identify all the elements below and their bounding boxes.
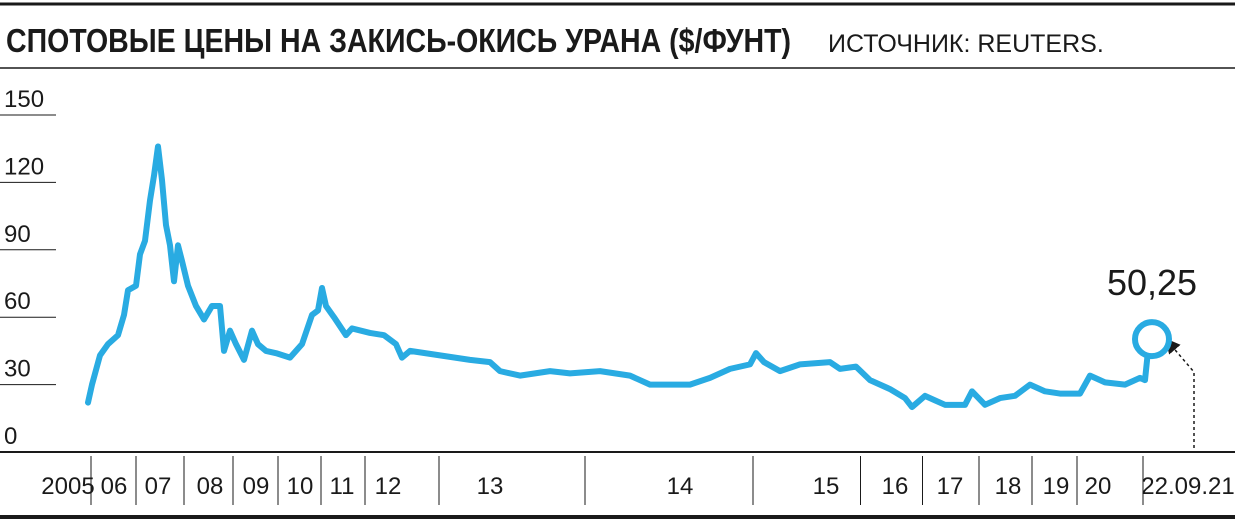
y-tick-label: 0 xyxy=(4,423,17,450)
source: ИСТОЧНИК: REUTERS. xyxy=(828,30,1104,58)
y-tick-label: 60 xyxy=(4,288,31,315)
x-tick-label: 08 xyxy=(197,473,224,500)
x-tick-label: 07 xyxy=(145,473,172,500)
x-tick-label: 11 xyxy=(330,473,355,500)
last-point xyxy=(1132,319,1172,360)
x-tick-label: 10 xyxy=(287,473,314,500)
chart-title: СПОТОВЫЕ ЦЕНЫ НА ЗАКИСЬ-ОКИСЬ УРАНА ($/Ф… xyxy=(6,22,791,59)
x-tick-label: 06 xyxy=(101,473,128,500)
x-tick-label: 15 xyxy=(813,473,840,500)
x-tick-label: 12 xyxy=(375,473,402,500)
x-tick-label: 18 xyxy=(995,473,1022,500)
x-tick-label: 19 xyxy=(1043,473,1070,500)
annotation: 50,25 xyxy=(1107,262,1197,303)
annotation-arrow xyxy=(1165,338,1195,448)
y-tick-label: 30 xyxy=(4,356,31,383)
x-tick-label: 2005 xyxy=(41,473,94,500)
x-tick-label: 16 xyxy=(882,473,909,500)
x-tick-label: 17 xyxy=(937,473,964,500)
y-tick-label: 90 xyxy=(4,221,31,248)
x-tick-label: 14 xyxy=(667,473,694,500)
x-tick-label: 20 xyxy=(1085,473,1112,500)
y-tick-label: 150 xyxy=(4,86,44,113)
x-tick-label: 13 xyxy=(477,473,504,500)
y-tick-label: 120 xyxy=(4,153,44,180)
x-tick-label: 22.09.21 xyxy=(1141,473,1234,500)
price-line xyxy=(85,143,1155,411)
x-tick-label: 09 xyxy=(243,473,270,500)
